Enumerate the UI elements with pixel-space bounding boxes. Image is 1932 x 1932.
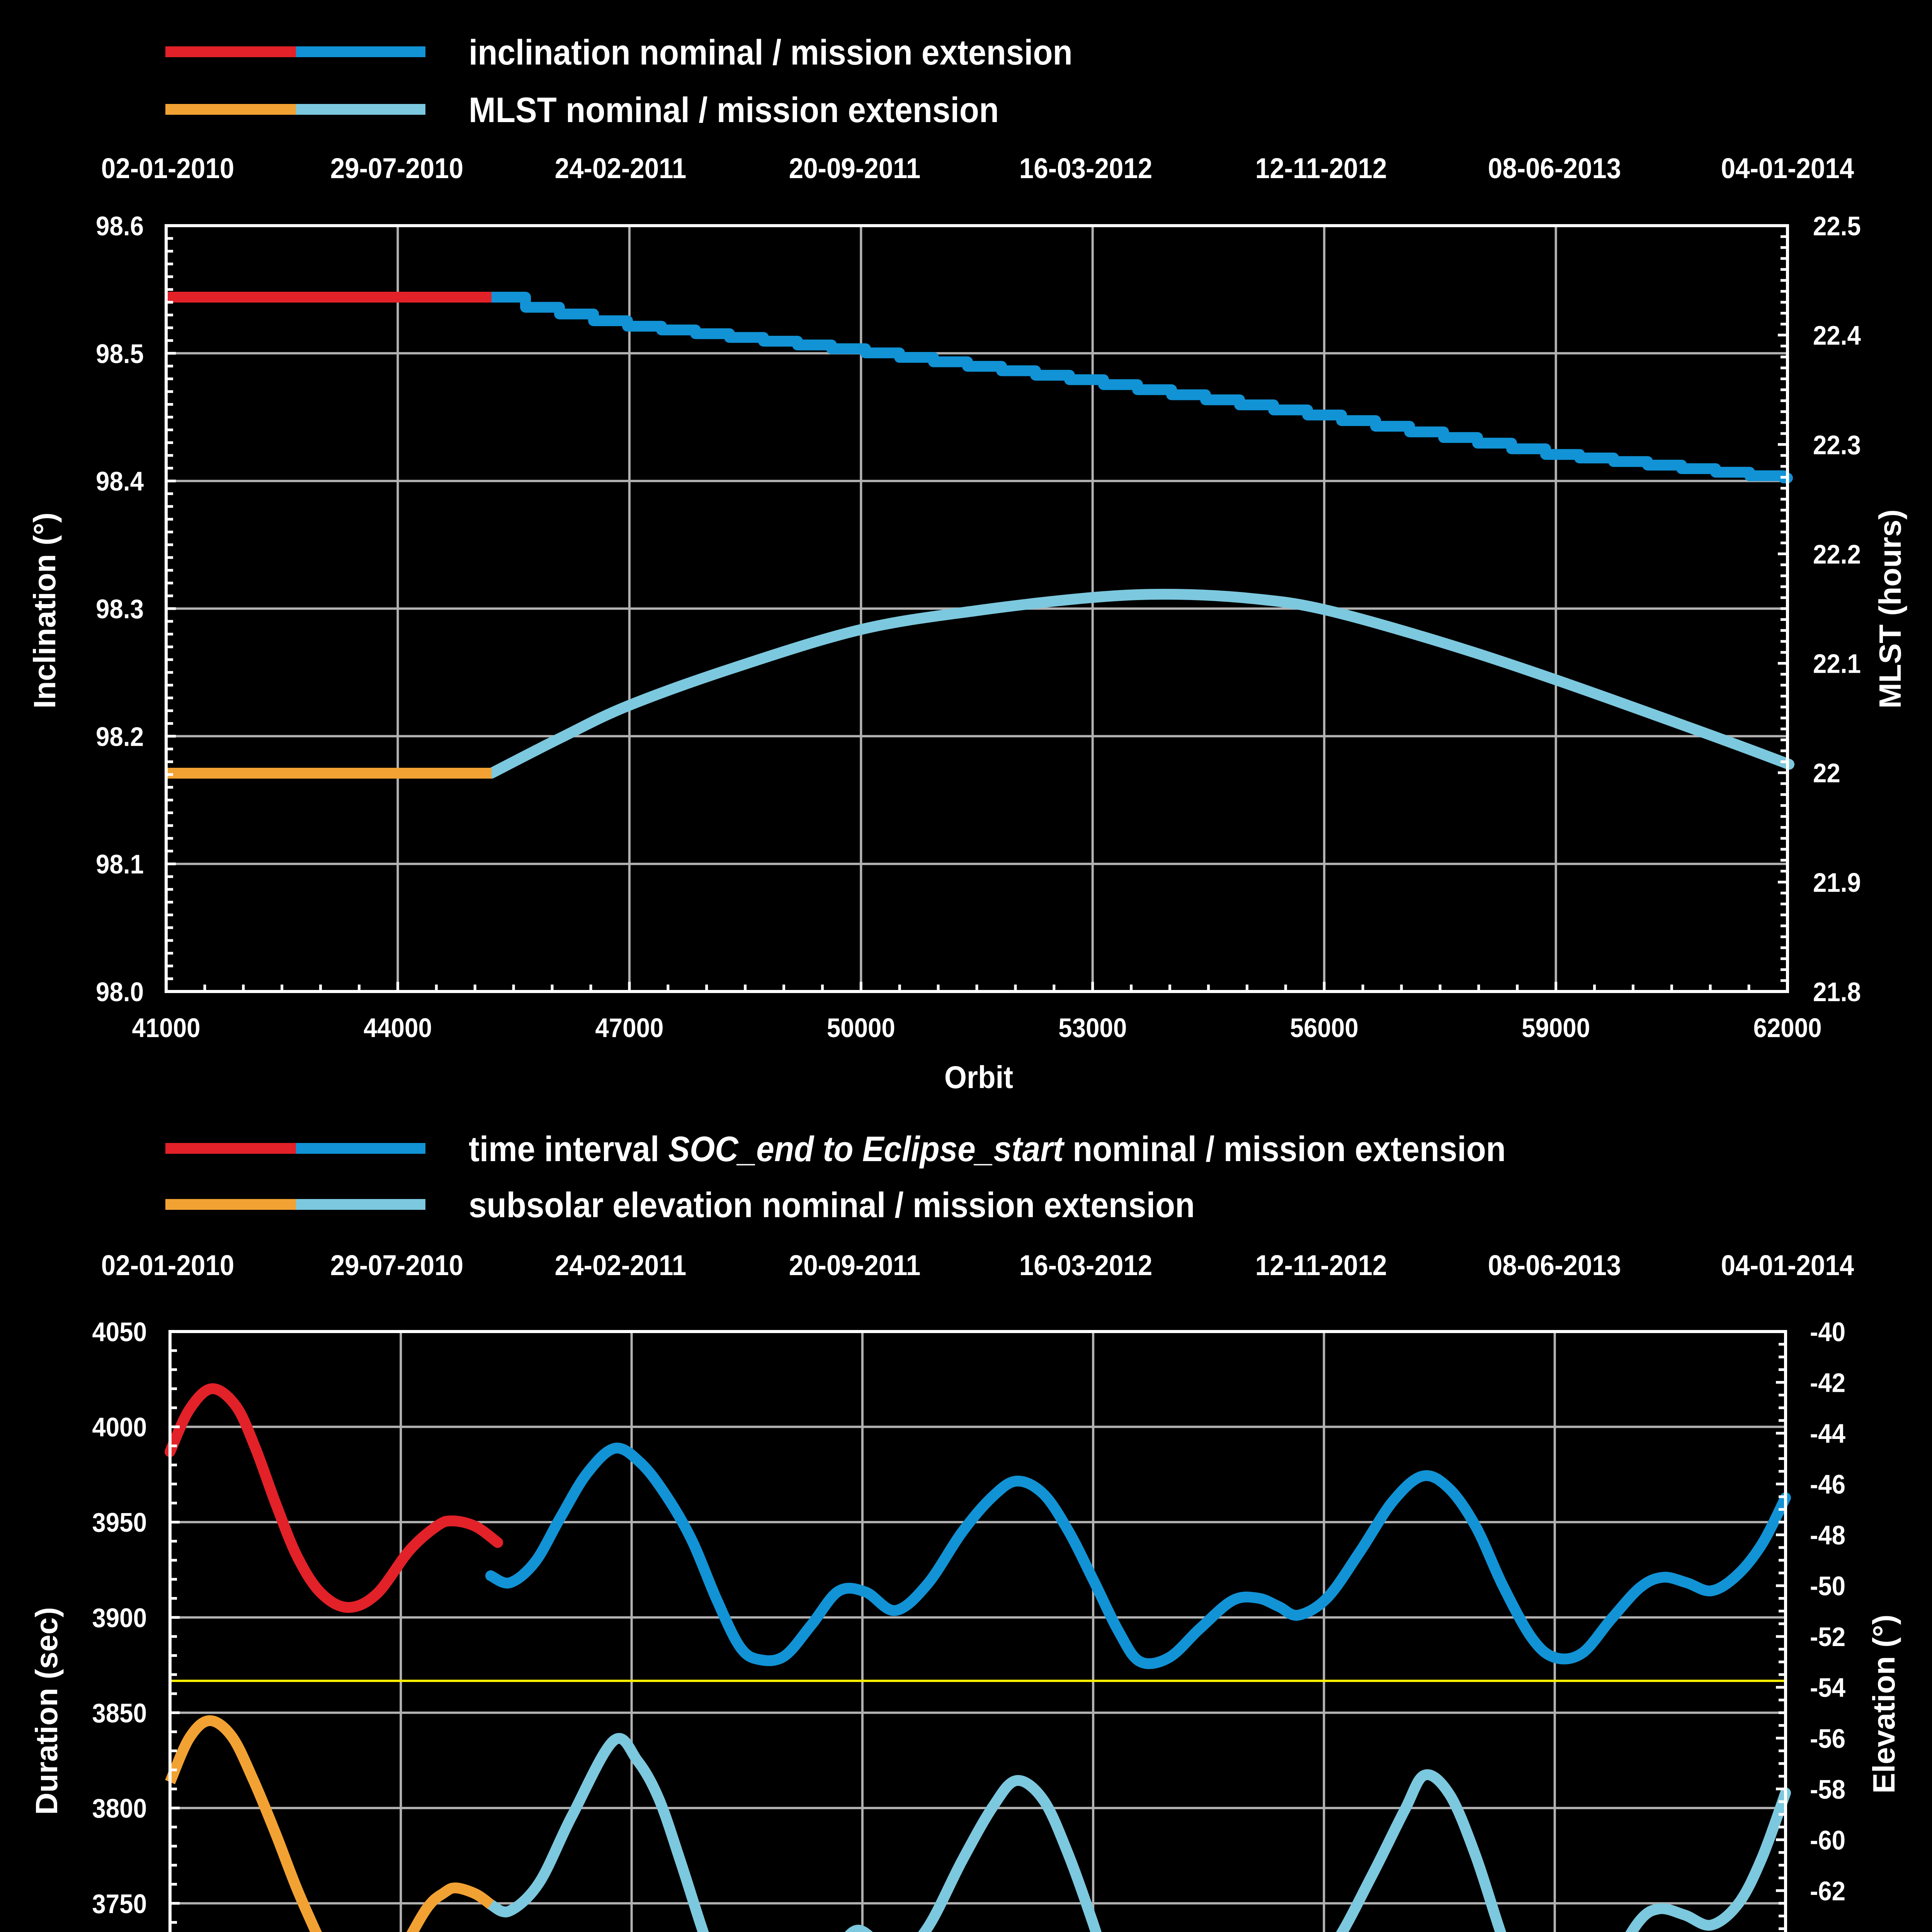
svg-text:02-01-2010: 02-01-2010 (101, 1249, 234, 1281)
svg-text:-58: -58 (1810, 1774, 1845, 1804)
svg-text:20-09-2011: 20-09-2011 (789, 1249, 921, 1281)
svg-text:44000: 44000 (364, 1013, 432, 1043)
svg-text:MLST nominal / mission extensi: MLST nominal / mission extension (469, 90, 999, 130)
svg-text:4000: 4000 (92, 1412, 147, 1442)
svg-text:-62: -62 (1810, 1876, 1845, 1906)
svg-text:04-01-2014: 04-01-2014 (1721, 152, 1854, 184)
svg-text:98.4: 98.4 (96, 466, 144, 497)
svg-text:-42: -42 (1810, 1368, 1845, 1398)
svg-text:Orbit: Orbit (944, 1060, 1013, 1095)
svg-text:MLST (hours): MLST (hours) (1873, 509, 1907, 708)
svg-text:50000: 50000 (827, 1013, 895, 1043)
svg-text:time interval SOC_end to Eclip: time interval SOC_end to Eclipse_start n… (469, 1129, 1506, 1169)
svg-text:-44: -44 (1810, 1418, 1845, 1449)
svg-text:3850: 3850 (92, 1698, 147, 1728)
svg-text:53000: 53000 (1058, 1013, 1127, 1043)
svg-text:56000: 56000 (1290, 1013, 1359, 1043)
svg-text:3900: 3900 (92, 1603, 147, 1633)
svg-text:16-03-2012: 16-03-2012 (1019, 152, 1152, 184)
svg-text:22: 22 (1813, 758, 1840, 788)
svg-text:41000: 41000 (132, 1013, 200, 1043)
svg-text:29-07-2010: 29-07-2010 (330, 152, 463, 184)
svg-text:Inclination (°): Inclination (°) (27, 512, 62, 709)
svg-text:22.1: 22.1 (1813, 649, 1861, 679)
svg-text:-60: -60 (1810, 1825, 1845, 1855)
svg-text:3750: 3750 (92, 1889, 147, 1919)
svg-text:62000: 62000 (1753, 1013, 1821, 1043)
svg-text:22.2: 22.2 (1813, 539, 1861, 570)
svg-text:Elevation (°): Elevation (°) (1867, 1614, 1901, 1793)
svg-text:02-01-2010: 02-01-2010 (101, 152, 234, 184)
svg-text:98.6: 98.6 (96, 211, 144, 241)
svg-text:24-02-2011: 24-02-2011 (555, 152, 687, 184)
svg-text:-56: -56 (1810, 1724, 1845, 1754)
svg-text:Duration (sec): Duration (sec) (29, 1607, 64, 1815)
svg-text:22.5: 22.5 (1813, 211, 1861, 241)
svg-text:subsolar elevation nominal / m: subsolar elevation nominal / mission ext… (469, 1185, 1195, 1225)
svg-text:22.3: 22.3 (1813, 430, 1861, 460)
svg-text:21.8: 21.8 (1813, 977, 1861, 1007)
svg-text:-64: -64 (1810, 1927, 1845, 1932)
svg-text:04-01-2014: 04-01-2014 (1721, 1249, 1854, 1281)
svg-text:12-11-2012: 12-11-2012 (1255, 1249, 1387, 1281)
svg-text:24-02-2011: 24-02-2011 (555, 1249, 687, 1281)
svg-text:3950: 3950 (92, 1507, 147, 1537)
svg-text:-54: -54 (1810, 1673, 1845, 1703)
svg-text:59000: 59000 (1522, 1013, 1590, 1043)
svg-text:47000: 47000 (595, 1013, 663, 1043)
svg-text:20-09-2011: 20-09-2011 (789, 152, 921, 184)
svg-text:12-11-2012: 12-11-2012 (1255, 152, 1387, 184)
svg-text:98.3: 98.3 (96, 594, 144, 624)
svg-text:22.4: 22.4 (1813, 320, 1861, 350)
svg-text:-46: -46 (1810, 1469, 1845, 1500)
svg-text:21.9: 21.9 (1813, 867, 1861, 898)
svg-text:98.1: 98.1 (96, 849, 144, 879)
svg-text:16-03-2012: 16-03-2012 (1019, 1249, 1152, 1281)
svg-text:98.0: 98.0 (96, 977, 144, 1007)
svg-text:98.5: 98.5 (96, 339, 144, 369)
svg-text:29-07-2010: 29-07-2010 (330, 1249, 463, 1281)
svg-text:-48: -48 (1810, 1520, 1845, 1550)
svg-text:98.2: 98.2 (96, 722, 144, 752)
svg-text:inclination nominal / mission: inclination nominal / mission extension (469, 32, 1073, 72)
svg-text:3800: 3800 (92, 1793, 147, 1823)
svg-text:-52: -52 (1810, 1622, 1845, 1652)
svg-text:-40: -40 (1810, 1317, 1845, 1347)
svg-text:08-06-2013: 08-06-2013 (1488, 152, 1621, 184)
svg-text:08-06-2013: 08-06-2013 (1488, 1249, 1621, 1281)
svg-text:4050: 4050 (92, 1317, 147, 1347)
svg-text:-50: -50 (1810, 1571, 1845, 1601)
